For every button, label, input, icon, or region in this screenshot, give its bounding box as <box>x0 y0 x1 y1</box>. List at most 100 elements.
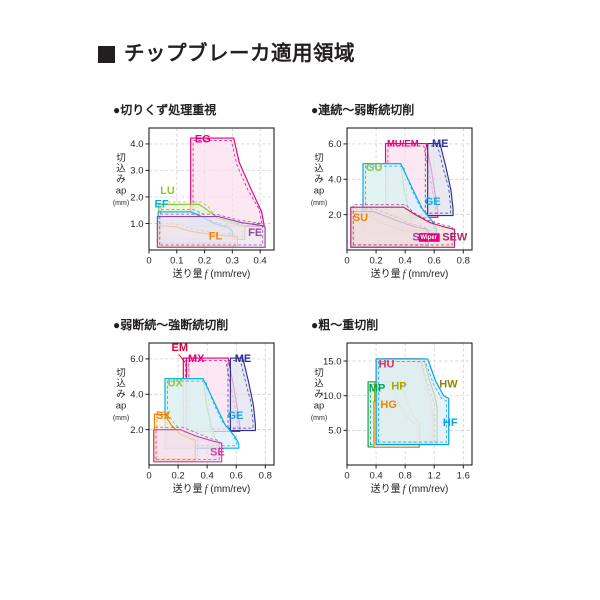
region-label-ge: GE <box>425 196 441 208</box>
region-label-su: SU <box>353 212 368 224</box>
panel-title-4: ●粗～重切削 <box>311 318 379 332</box>
chart-svg-2: MU/EMMEGUGESUSEWiperSEW00.20.40.60.82.04… <box>311 127 473 280</box>
region-label-se: SE <box>210 446 225 458</box>
chart-svg-4: HU MP HP HG HW HF 0 0.4 0.8 1.2 1.6 5.0 10.0 15.0 送り量 f… <box>311 342 473 495</box>
panel-title-3: ●弱断続～強断続切削 <box>113 318 229 332</box>
y-tick-label: 5.0 <box>328 426 341 437</box>
region-label-mu-em: MU/EM <box>387 139 419 150</box>
y-tick-label: 2.0 <box>328 210 341 221</box>
x-tick-label: 0.4 <box>254 256 267 267</box>
y-axis-label-char: 切 <box>116 368 126 379</box>
page-title: チップブレーカ適用領域 <box>98 42 355 65</box>
x-tick-label: 0 <box>146 256 151 267</box>
y-axis-label-char: み <box>116 389 126 400</box>
x-tick-label: 0 <box>146 471 151 482</box>
chart-panel-2: MU/EMMEGUGESUSEWiperSEW00.20.40.60.82.04… <box>311 116 486 301</box>
plot-frame <box>148 127 275 251</box>
region-label-em: EM <box>172 342 189 354</box>
x-tick-label: 0 <box>344 471 349 482</box>
y-tick-label: 15.0 <box>323 356 342 367</box>
y-axis-label-char: 込 <box>116 164 126 175</box>
y-axis-unit: (mm) <box>113 415 129 422</box>
x-axis-label-text: 送り量 f (mm/rev) <box>173 482 251 495</box>
y-tick-label: 6.0 <box>130 354 143 365</box>
y-tick-label: 2.0 <box>130 425 143 436</box>
region-me <box>227 357 256 432</box>
panel-title-2: ●連続～弱断続切削 <box>311 103 415 117</box>
x-tick-label: 0.2 <box>171 471 184 482</box>
y-axis-label-char: 切 <box>314 368 324 379</box>
x-tick-label: 0.4 <box>369 471 382 482</box>
region-label-lu: LU <box>160 185 175 197</box>
page-title-text: チップブレーカ適用領域 <box>124 42 355 65</box>
region-label-mp: MP <box>369 383 385 395</box>
region-label-fe: FE <box>248 227 262 239</box>
y-axis-label-char: 込 <box>116 379 126 390</box>
x-axis-label: 送り量 f (mm/rev) <box>173 482 251 495</box>
y-tick-label: 1.0 <box>130 219 143 230</box>
x-axis-label: 送り量 f (mm/rev) <box>173 267 251 280</box>
chart-panel-3: EM MX ME UX GE SX SE 0 0.2 0.4 0.6 0.8 2.0 4.0 6.0 送り量 f… <box>113 331 288 516</box>
y-axis-unit: (mm) <box>113 200 129 207</box>
region-label-ef: EF <box>155 199 169 211</box>
chart-panel-4: HU MP HP HG HW HF 0 0.4 0.8 1.2 1.6 5.0 10.0 15.0 送り量 f… <box>311 331 486 516</box>
region-label-mx: MX <box>188 353 205 365</box>
x-tick-label: 0.6 <box>230 471 243 482</box>
y-axis-symbol: ap <box>314 401 325 412</box>
y-axis-label-char: 切 <box>116 153 126 164</box>
region-label-sx: SX <box>156 410 171 422</box>
region-label-fl: FL <box>209 230 223 242</box>
region-label-me: ME <box>235 353 252 365</box>
y-tick-label: 10.0 <box>323 391 342 402</box>
plot-frame <box>346 127 473 251</box>
y-axis-symbol: ap <box>116 401 127 412</box>
black-square-icon <box>98 45 115 63</box>
region-label-hf: HF <box>443 417 458 429</box>
y-axis-symbol: ap <box>116 186 127 197</box>
region-label-sew: SEW <box>442 231 468 243</box>
x-tick-label: 0.3 <box>226 256 239 267</box>
x-tick-label: 0.1 <box>170 256 183 267</box>
region-eg <box>190 137 265 227</box>
x-tick-label: 0.8 <box>259 471 272 482</box>
region-label-gu: GU <box>366 162 383 174</box>
y-tick-label: 2.0 <box>130 192 143 203</box>
y-tick-label: 4.0 <box>130 139 143 150</box>
y-axis-unit: (mm) <box>311 415 327 422</box>
region-label-ge: GE <box>227 410 243 422</box>
region-label-ux: UX <box>168 377 184 389</box>
region-label-hg: HG <box>380 399 397 411</box>
plot-frame <box>346 342 473 466</box>
panel-title-1: ●切りくず処理重視 <box>113 103 217 117</box>
chart-panel-1: EG LU EF FL FE 0 0.1 0.2 0.3 0.4 1.0 2.0 3.0 4.0 送り量 f(… <box>113 116 288 301</box>
x-tick-label: 1.2 <box>428 471 441 482</box>
y-tick-label: 6.0 <box>328 139 341 150</box>
wiper-badge <box>418 233 440 242</box>
region-me <box>424 142 454 217</box>
x-axis-label: 送り量 f (mm/rev) <box>371 267 449 280</box>
x-tick-label: 0.4 <box>399 256 412 267</box>
y-tick-label: 4.0 <box>130 390 143 401</box>
x-tick-label: 0.2 <box>198 256 211 267</box>
x-tick-label: 0.8 <box>457 256 470 267</box>
y-axis-label-char: み <box>116 174 126 185</box>
region-hf <box>375 358 450 446</box>
plot-frame <box>148 342 275 466</box>
y-axis-label-char: み <box>314 174 324 185</box>
x-axis-label-text: 送り量 f (mm/rev) <box>371 482 449 495</box>
chart-svg-1: EG LU EF FL FE 0 0.1 0.2 0.3 0.4 1.0 2.0 3.0 4.0 送り量 f(… <box>113 127 275 280</box>
x-tick-label: 0 <box>344 256 349 267</box>
x-axis-label: 送り量 f (mm/rev) <box>371 482 449 495</box>
region-label-hw: HW <box>439 378 458 390</box>
y-axis-unit: (mm) <box>311 200 327 207</box>
x-axis-label-text: 送り量 f (mm/rev) <box>371 267 449 280</box>
region-label-me: ME <box>432 138 449 150</box>
x-tick-label: 0.4 <box>201 471 214 482</box>
region-label-eg: EG <box>195 134 211 146</box>
x-tick-label: 0.2 <box>369 256 382 267</box>
